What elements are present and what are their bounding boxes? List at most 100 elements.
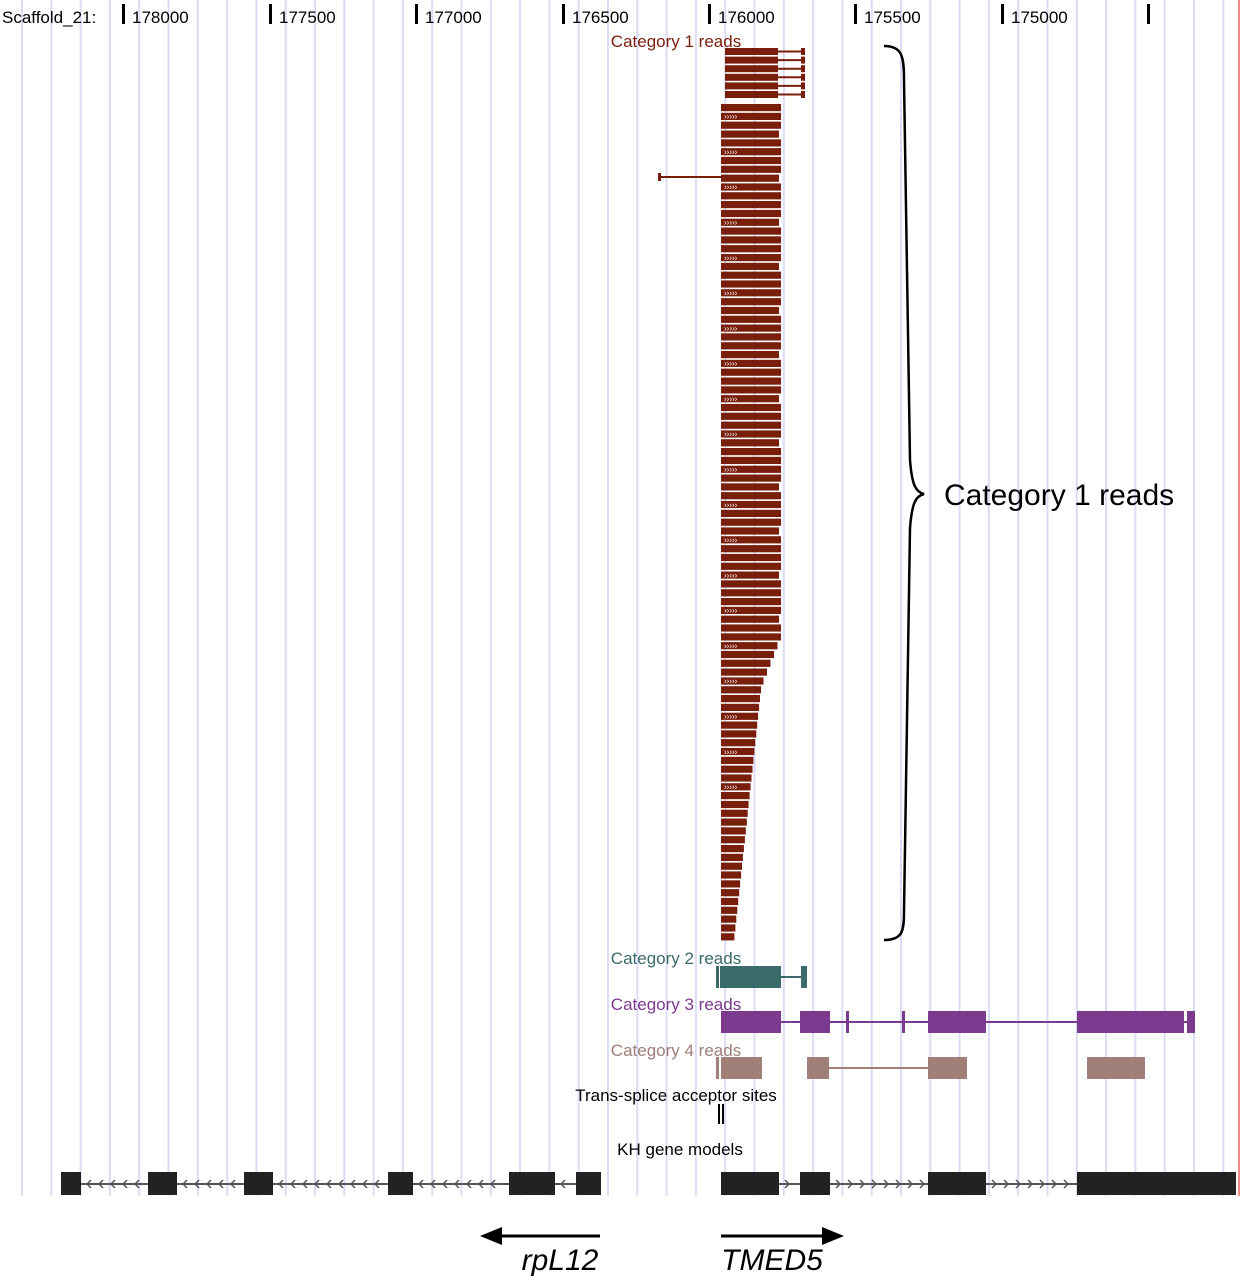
ruler-tick-label: 178000: [132, 8, 189, 27]
cat1-strand-chevrons: ›››››: [724, 253, 738, 262]
cat1-read: [721, 774, 752, 782]
cat1-read: [721, 280, 781, 288]
cat1-strand-chevrons: ›››››: [724, 712, 738, 721]
cat1-read: [721, 686, 761, 694]
strand-chevron: [97, 1179, 104, 1189]
strand-chevron: [229, 1179, 236, 1189]
cat1-read: [721, 112, 781, 120]
rpl12-exon: [509, 1172, 555, 1195]
cat1-strand-chevrons: ›››››: [724, 536, 738, 545]
cat1-read: [721, 509, 781, 517]
cat1-read: [721, 315, 781, 323]
cat1-read: [721, 395, 779, 403]
cat1-read: [721, 536, 781, 544]
cat1-strand-chevrons: ›››››: [724, 500, 738, 509]
cat4-exon: [716, 1057, 719, 1079]
strand-chevron: [1051, 1179, 1058, 1189]
cat1-read: [721, 439, 779, 447]
tmed5-exon: [721, 1172, 779, 1195]
strand-chevron: [361, 1179, 368, 1189]
cat1-read: [721, 465, 781, 473]
cat1-strand-chevrons: ›››››: [724, 112, 738, 121]
cat1-read: [721, 500, 781, 509]
cat1-read: [721, 845, 744, 853]
cat1-read: [801, 65, 805, 73]
cat1-read: [721, 156, 781, 165]
cat1-read: [801, 73, 805, 81]
cat1-strand-chevrons: ›››››: [724, 783, 738, 792]
cat1-read: [721, 448, 781, 456]
strand-chevron: [121, 1179, 128, 1189]
track-label-category1: Category 1 reads: [611, 32, 741, 51]
strand-chevron: [991, 1179, 998, 1189]
cat1-read: [721, 262, 779, 270]
strand-chevron: [1063, 1179, 1070, 1189]
cat1-strand-chevrons: ›››››: [724, 641, 738, 650]
cat1-strand-chevrons: ›››››: [724, 606, 738, 615]
strand-chevron: [477, 1179, 484, 1189]
cat1-read: [721, 342, 781, 350]
ruler-tick-label: 177500: [279, 8, 336, 27]
cat1-read: [721, 756, 754, 764]
cat3-exon: [928, 1011, 986, 1033]
strand-chevron: [847, 1179, 854, 1189]
ruler-tick-label: 175500: [864, 8, 921, 27]
cat1-read: [721, 589, 781, 597]
brace-annotation: [883, 44, 925, 942]
cat1-strand-chevrons: ›››››: [724, 394, 738, 403]
cat1-read: [725, 91, 778, 98]
cat1-read: [721, 236, 781, 244]
cat1-read: [721, 580, 781, 588]
strand-chevron: [217, 1179, 224, 1189]
cat1-read: [721, 695, 760, 703]
cat1-strand-chevrons: ›››››: [724, 465, 738, 474]
strand-chevron: [429, 1179, 436, 1189]
cat1-read: [721, 412, 781, 420]
cat1-read: [725, 48, 778, 55]
cat1-read: [721, 333, 781, 341]
cat1-read: [721, 765, 753, 773]
cat1-read: [721, 633, 781, 641]
strand-chevron: [313, 1179, 320, 1189]
cat1-read: [725, 56, 778, 64]
cat1-read: [721, 624, 781, 632]
cat1-read: [721, 827, 746, 835]
cat1-read: [721, 747, 755, 756]
cat1-read: [721, 386, 781, 394]
cat1-read: [721, 677, 764, 685]
cat1-read: [721, 192, 781, 200]
cat1-read: [721, 836, 745, 844]
strand-chevron: [301, 1179, 308, 1189]
cat1-read: [721, 245, 781, 253]
cat1-read: [725, 65, 778, 73]
strand-chevron: [559, 1179, 566, 1189]
cat1-read: [721, 148, 781, 156]
cat1-read: [721, 880, 741, 888]
track-label-kh-models: KH gene models: [617, 1140, 743, 1159]
rpl12-exon: [61, 1172, 81, 1195]
cat1-read: [721, 562, 781, 570]
cat1-strand-chevrons: ›››››: [724, 571, 738, 580]
category2-reads-track: [716, 966, 807, 988]
cat1-read: [721, 792, 750, 800]
tmed5-exon: [928, 1172, 986, 1195]
strand-chevron: [109, 1179, 116, 1189]
cat1-read: [721, 800, 749, 809]
cat1-read: [721, 351, 779, 359]
strand-chevron: [181, 1179, 188, 1189]
cat1-read: [721, 209, 781, 218]
cat1-read: [721, 298, 781, 306]
strand-chevron: [1039, 1179, 1046, 1189]
ruler-tick: [708, 4, 711, 24]
ruler-tick-label: 176500: [572, 8, 629, 27]
cat1-read: [721, 306, 779, 315]
strand-chevron: [465, 1179, 472, 1189]
cat1-read: [721, 218, 779, 226]
category1-reads-track: ››››› ››››› ››››› ››››› ››››› ››››› ››››› ›››››…: [658, 48, 805, 941]
cat1-read: [721, 553, 781, 562]
cat1-read: [721, 897, 739, 906]
cat1-read: [721, 518, 781, 526]
cat1-strand-chevrons: ›››››: [724, 430, 738, 439]
cat1-read: [721, 359, 781, 367]
cat3-exon: [800, 1011, 830, 1033]
